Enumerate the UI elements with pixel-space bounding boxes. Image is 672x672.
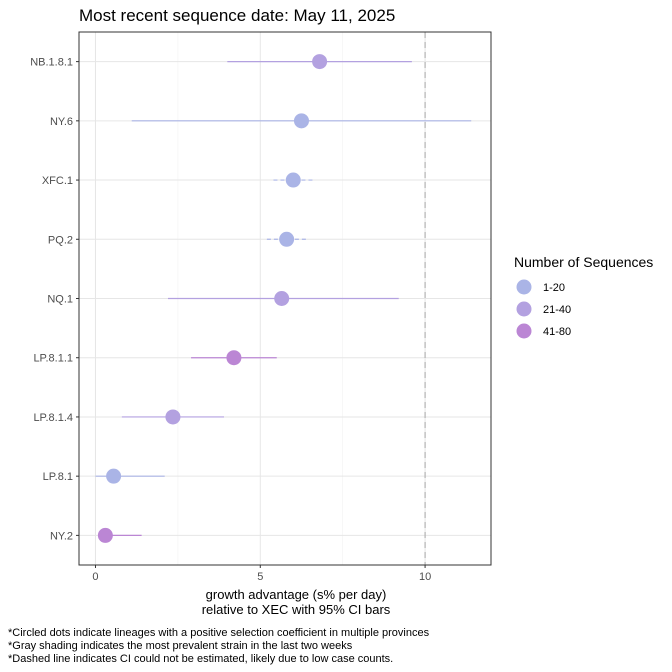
point-PQ.2 bbox=[279, 231, 295, 247]
point-NB.1.8.1 bbox=[312, 54, 328, 70]
chart-title: Most recent sequence date: May 11, 2025 bbox=[79, 6, 395, 25]
legend-label-1-20: 1-20 bbox=[543, 282, 565, 294]
x-tick-label: 0 bbox=[92, 571, 98, 583]
point-NY.2 bbox=[97, 527, 113, 543]
point-NQ.1 bbox=[274, 291, 290, 306]
x-tick-label: 5 bbox=[257, 571, 263, 583]
point-LP.8.1 bbox=[106, 468, 122, 484]
legend-key-1-20 bbox=[516, 279, 532, 295]
data-marks bbox=[95, 54, 472, 543]
point-LP.8.1.4 bbox=[165, 409, 181, 425]
footnote-dashed-line: *Dashed line indicates CI could not be e… bbox=[8, 653, 394, 665]
x-axis-ticks: 0 5 10 bbox=[92, 565, 431, 583]
y-tick-label-NQ.1: NQ.1 bbox=[47, 294, 73, 306]
y-tick-label-NY.6: NY.6 bbox=[50, 116, 73, 128]
y-tick-label-NB.1.8.1: NB.1.8.1 bbox=[30, 57, 73, 69]
legend-label-21-40: 21-40 bbox=[543, 304, 571, 316]
legend-key-21-40 bbox=[516, 301, 532, 317]
x-tick-label: 10 bbox=[419, 571, 431, 583]
point-XFC.1 bbox=[285, 172, 301, 188]
point-LP.8.1.1 bbox=[226, 350, 242, 366]
legend-key-41-80 bbox=[516, 323, 532, 339]
footnote-gray-shading: *Gray shading indicates the most prevale… bbox=[8, 640, 353, 652]
y-tick-label-PQ.2: PQ.2 bbox=[48, 234, 73, 246]
legend-title: Number of Sequences bbox=[514, 254, 653, 270]
point-NY.6 bbox=[293, 113, 309, 129]
x-axis-label-line2: relative to XEC with 95% CI bars bbox=[202, 602, 391, 617]
footnote-circled-dots: *Circled dots indicate lineages with a p… bbox=[8, 627, 430, 639]
y-tick-label-XFC.1: XFC.1 bbox=[42, 175, 73, 187]
y-tick-label-LP.8.1.1: LP.8.1.1 bbox=[33, 353, 73, 365]
x-axis-label-line1: growth advantage (s% per day) bbox=[206, 587, 387, 602]
y-tick-label-LP.8.1: LP.8.1 bbox=[43, 471, 73, 483]
legend-label-41-80: 41-80 bbox=[543, 326, 571, 338]
legend: Number of Sequences 1-20 21-40 41-80 bbox=[514, 254, 653, 339]
y-tick-label-NY.2: NY.2 bbox=[50, 530, 73, 542]
y-tick-label-LP.8.1.4: LP.8.1.4 bbox=[33, 412, 73, 424]
y-axis-ticks: NB.1.8.1 NY.6 XFC.1 PQ.2 NQ.1 LP.8.1.1 LP.8.1.… bbox=[30, 57, 79, 542]
